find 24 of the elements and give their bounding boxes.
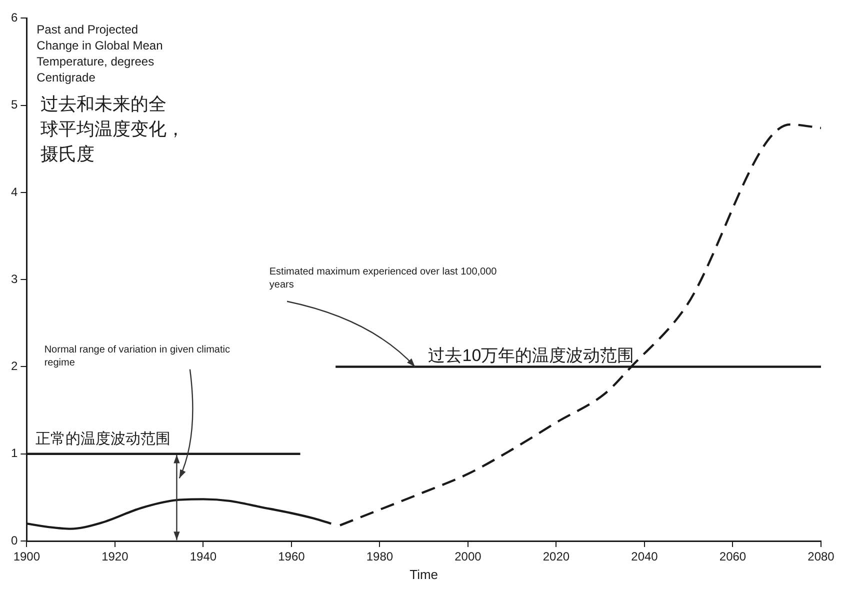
y-tick-label: 4 <box>10 184 18 199</box>
x-tick-label: 2080 <box>808 550 835 564</box>
x-tick-label: 1920 <box>102 550 129 564</box>
text: 过去和未来的全球平均温度变化，摄氏度 <box>40 94 185 164</box>
y-tick-label: 2 <box>10 359 18 374</box>
y-tick-label: 5 <box>10 98 18 112</box>
x-tick-label: 1980 <box>366 550 394 564</box>
annotation: 过去10万年的温度波动范围 <box>428 346 634 365</box>
y-tick-label: 3 <box>10 272 18 286</box>
x-tick-label: 2060 <box>719 550 746 564</box>
y-tick-label: 1 <box>10 446 18 460</box>
x-tick-label: 1960 <box>278 550 306 564</box>
x-tick-label: 2000 <box>454 550 482 564</box>
y-tick-label: 0 <box>10 533 18 548</box>
y-tick-label: 6 <box>10 10 18 25</box>
x-tick-label: 2040 <box>631 550 658 564</box>
annotation: Estimated maximum experienced over last 100,000 years <box>269 266 498 290</box>
x-tick-label: 1900 <box>13 550 40 564</box>
text: Past and Projected Change in Global Mean Temperature, degrees Centigrade <box>36 22 163 85</box>
x-tick-label: 2020 <box>542 550 570 564</box>
annotation: 正常的温度波动范围 <box>36 430 170 448</box>
annotation: Normal range of variation in given climatic regime <box>44 344 230 369</box>
x-axis-title: Time <box>410 566 438 582</box>
x-tick-label: 1940 <box>190 550 217 564</box>
